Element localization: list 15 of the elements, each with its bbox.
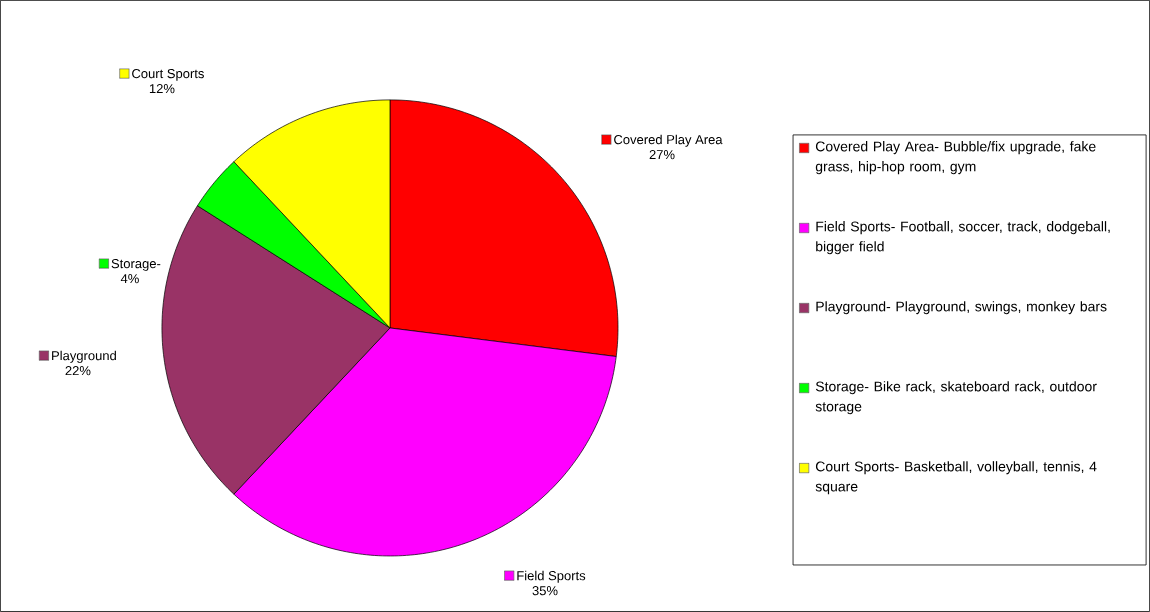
legend-label: Field Sports [517, 570, 586, 583]
data-label: 4% [120, 274, 139, 284]
text: Storage- Bike rack, skateboard rack, outdoor storage [815, 381, 1097, 415]
legend-label: Storage- [111, 259, 161, 271]
data-label: 22% [65, 366, 91, 376]
text: Field Sports- Football, soccer, track, dodgeball, bigger field [816, 221, 1110, 255]
legend-label: Covered Play Area [614, 134, 723, 147]
legend-label: Court Sports [132, 69, 204, 81]
data-label: 12% [149, 84, 175, 94]
data-label: 27% [649, 150, 675, 160]
legend-label: Playground [52, 350, 116, 363]
text: Court Sports- Basketball, volleyball, tennis, 4 square [815, 461, 1097, 495]
data-label: 35% [532, 586, 558, 596]
text: Covered Play Area- Bubble/fix upgrade, fake grass, hip-hop room, gym [815, 141, 1096, 175]
text: Playground- Playground, swings, monkey bars [816, 301, 1107, 315]
